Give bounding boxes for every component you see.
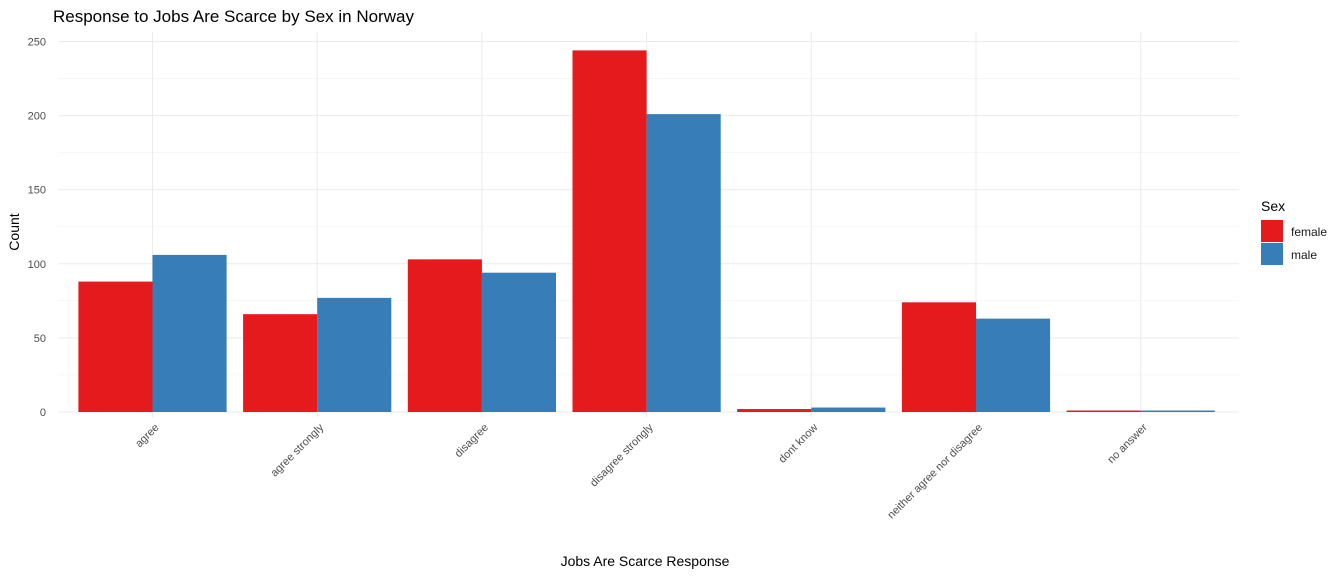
legend-title: Sex: [1261, 198, 1285, 214]
y-tick-label: 150: [28, 185, 46, 197]
legend-label-male: male: [1291, 248, 1317, 262]
bar-male-1: [317, 297, 392, 412]
x-tick-label: agree strongly: [269, 421, 327, 479]
legend-key-female: [1261, 220, 1283, 242]
legend: Sex female male: [1261, 198, 1327, 265]
bar-female-5: [901, 302, 976, 412]
bar-male-6: [1140, 410, 1215, 412]
x-axis-title: Jobs Are Scarce Response: [561, 553, 730, 569]
bar-female-6: [1066, 410, 1141, 412]
y-tick-label: 250: [28, 37, 46, 49]
bar-male-3: [646, 114, 721, 413]
bar-male-0: [152, 254, 227, 412]
bar-female-2: [407, 259, 482, 412]
bar-female-3: [572, 50, 647, 412]
x-tick-label: disagree: [453, 422, 491, 460]
y-tick-label: 100: [28, 259, 46, 271]
bar-male-4: [811, 407, 886, 412]
bar-female-0: [78, 281, 153, 412]
x-tick-label: dont know: [776, 422, 820, 466]
legend-key-male: [1261, 243, 1283, 265]
legend-label-female: female: [1291, 225, 1327, 239]
x-tick-label: agree: [133, 422, 161, 450]
y-axis-ticks: 0 50 100 150 200 250: [28, 37, 46, 420]
x-tick-label: neither agree nor disagree: [885, 422, 985, 522]
x-tick-label: disagree strongly: [588, 421, 656, 489]
y-tick-label: 50: [34, 333, 46, 345]
bar-female-4: [737, 409, 812, 412]
bar-female-1: [243, 314, 318, 412]
x-tick-label: no answer: [1105, 421, 1150, 466]
bars: [78, 50, 1215, 413]
y-tick-label: 200: [28, 111, 46, 123]
chart-title: Response to Jobs Are Scarce by Sex in No…: [53, 7, 414, 26]
x-axis-ticks: agree agree strongly disagree disagree stro…: [133, 421, 1150, 521]
y-axis-title: Count: [6, 213, 22, 250]
y-tick-label: 0: [40, 407, 46, 419]
bar-male-5: [976, 318, 1051, 412]
bar-male-2: [481, 272, 556, 412]
